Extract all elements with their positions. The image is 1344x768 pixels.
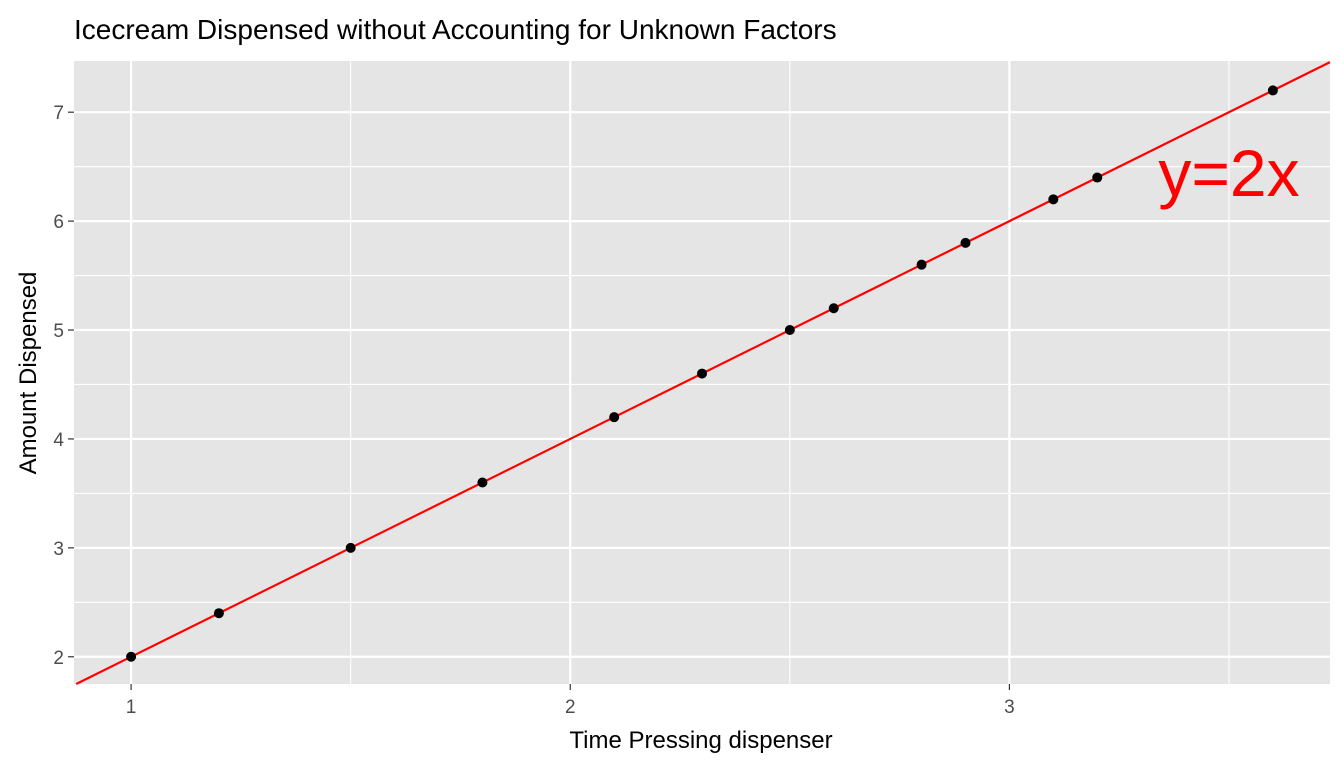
y-tick-label: 5 — [53, 321, 64, 342]
equation-annotation: y=2x — [1158, 136, 1299, 210]
x-axis-title: Time Pressing dispenser — [569, 727, 832, 754]
x-tick-label: 2 — [565, 697, 576, 718]
data-point — [916, 259, 927, 270]
data-point — [1267, 85, 1278, 96]
y-tick-label: 7 — [53, 103, 64, 124]
x-axis: 1 2 3 — [126, 684, 1015, 718]
y-tick-label: 2 — [53, 648, 64, 669]
y-axis: 2 3 4 5 6 7 — [53, 103, 74, 669]
major-gridlines — [74, 61, 1330, 684]
data-point — [345, 542, 356, 553]
y-tick-label: 4 — [53, 430, 64, 451]
data-point — [477, 477, 488, 488]
y-axis-title: Amount Dispensed — [15, 272, 42, 475]
data-point — [1092, 172, 1103, 183]
x-tick-label: 3 — [1004, 697, 1015, 718]
data-point — [697, 368, 707, 379]
data-point — [960, 237, 971, 248]
data-point — [1048, 194, 1059, 205]
data-point — [828, 303, 839, 314]
x-tick-label: 1 — [126, 697, 137, 718]
chart-title: Icecream Dispensed without Accounting fo… — [74, 14, 837, 45]
y-tick-label: 3 — [53, 539, 64, 560]
data-point — [609, 412, 620, 423]
data-point — [126, 651, 137, 662]
data-point — [213, 608, 224, 619]
minor-gridlines — [74, 61, 1330, 684]
y-tick-label: 6 — [53, 212, 64, 233]
data-points — [126, 85, 1278, 662]
data-point — [784, 325, 795, 336]
